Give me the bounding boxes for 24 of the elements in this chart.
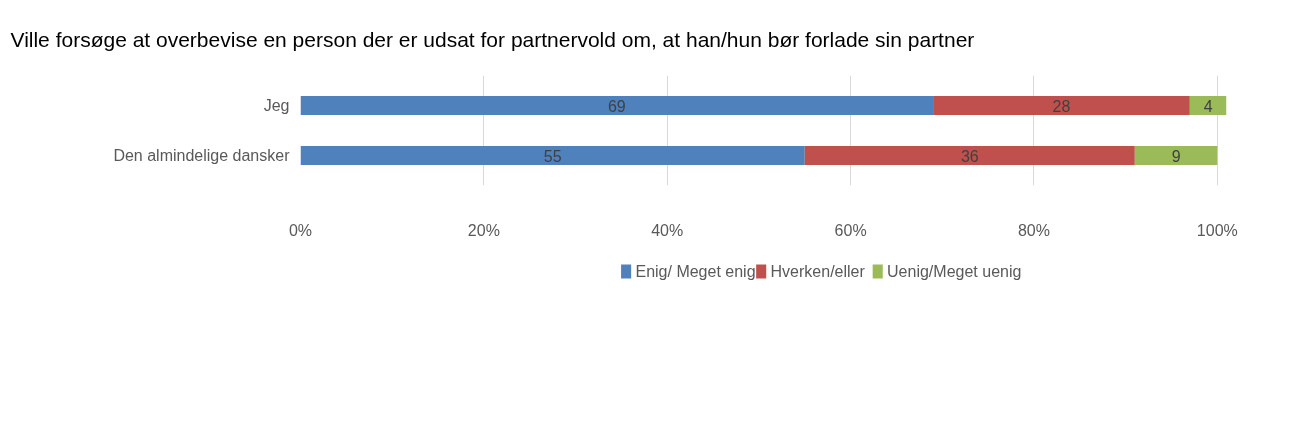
bar [1189,96,1227,115]
legend-label: Uenig/Meget uenig [887,263,1022,280]
data-label: 28 [1052,97,1071,115]
legend-label: Hverken/eller [770,263,866,280]
y-tick-label: Den almindelige dansker [113,147,291,164]
bar [300,96,934,115]
legend-label: Enig/ Meget enig [635,263,756,280]
data-label: 9 [1171,147,1181,165]
x-tick-label: 80% [1017,221,1050,239]
data-label: 69 [607,97,626,115]
x-tick-label: 100% [1196,221,1238,239]
chart-title: Ville forsøge at overbevise en person der er udsat for partnervold om, at han/hun bør forlade sin partner [10,27,975,51]
x-tick-label: 60% [834,221,867,239]
x-tick-label: 0% [288,221,313,239]
bar [1134,146,1218,165]
y-tick-label: Jeg [263,97,290,114]
bar [933,96,1190,115]
data-label: 36 [960,147,979,165]
bar [804,146,1135,165]
data-label: 55 [543,147,562,165]
x-tick-label: 20% [467,221,500,239]
x-tick-label: 40% [651,221,684,239]
data-label: 4 [1203,97,1213,115]
bar [300,146,805,165]
